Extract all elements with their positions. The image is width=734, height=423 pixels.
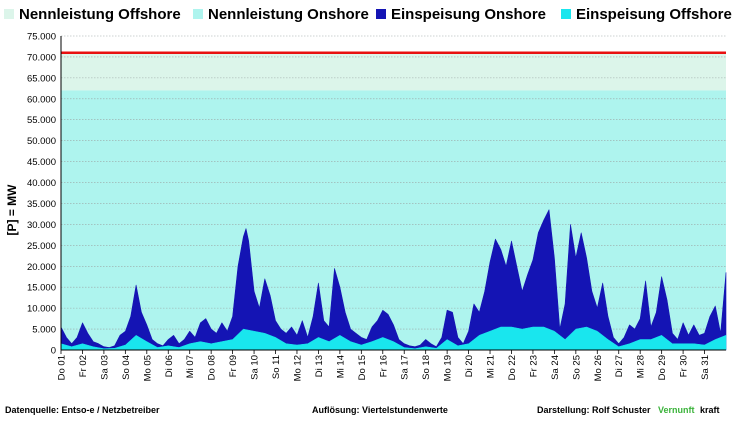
footer-author: Darstellung: Rolf Schuster — [537, 405, 651, 415]
nennleistung-offshore-band — [61, 52, 726, 91]
x-tick-label: Fr 16 — [378, 355, 389, 377]
x-tick-label: Mo 05 — [142, 355, 153, 381]
legend-swatch — [376, 9, 386, 19]
x-tick-label: Mi 14 — [335, 355, 346, 378]
legend-swatch — [193, 9, 203, 19]
plot-area: 0 5.000 10.000 15.000 20.000 25.000 30.000 35.0… — [27, 32, 727, 381]
x-tick-label: Do 01 — [57, 355, 68, 380]
y-tick-label: 0 — [51, 346, 56, 357]
x-tick-label: Fr 23 — [528, 355, 539, 377]
x-tick-label: Di 13 — [314, 355, 325, 377]
legend-label: Einspeisung Offshore — [576, 6, 732, 23]
x-tick-label: Sa 31 — [700, 355, 711, 380]
x-tick-label: Sa 10 — [250, 355, 261, 380]
legend-item: Einspeisung Onshore — [376, 6, 546, 23]
x-tick-label: So 04 — [121, 355, 132, 380]
y-tick-label: 25.000 — [27, 241, 56, 252]
legend-item: Einspeisung Offshore — [561, 6, 732, 23]
y-tick-label: 20.000 — [27, 262, 56, 273]
x-tick-label: Mi 28 — [636, 355, 647, 378]
x-tick-label: So 11 — [271, 355, 282, 379]
y-tick-label: 15.000 — [27, 283, 56, 294]
y-tick-label: 30.000 — [27, 220, 56, 231]
x-tick-label: Di 06 — [164, 355, 175, 377]
y-tick-label: 10.000 — [27, 304, 56, 315]
legend-item: Nennleistung Offshore — [4, 6, 181, 23]
x-tick-label: Fr 02 — [78, 355, 89, 377]
legend-item: Nennleistung Onshore — [193, 6, 369, 23]
footer-resolution: Auflösung: Viertelstundenwerte — [312, 405, 448, 415]
y-tick-label: 50.000 — [27, 136, 56, 147]
legend-swatch — [561, 9, 571, 19]
y-axis-title: [P] = MW — [5, 184, 19, 236]
legend-label: Nennleistung Offshore — [19, 6, 181, 23]
y-tick-label: 75.000 — [27, 32, 56, 43]
x-tick-label: So 18 — [421, 355, 432, 380]
x-tick-label: Sa 24 — [550, 355, 561, 380]
footer-brand-green: Vernunft — [658, 405, 695, 415]
x-tick-label: So 25 — [571, 355, 582, 380]
series-einspeisung-offshore — [60, 326, 727, 351]
y-tick-label: 55.000 — [27, 115, 56, 126]
x-tick-label: Do 29 — [657, 355, 668, 380]
x-tick-label: Di 27 — [614, 355, 625, 377]
x-tick-label: Sa 03 — [99, 355, 110, 380]
footer-source: Datenquelle: Entso-e / Netzbetreiber — [5, 405, 160, 415]
y-tick-label: 70.000 — [27, 52, 56, 63]
y-tick-label: 45.000 — [27, 157, 56, 168]
footer-brand-black: kraft — [700, 405, 720, 415]
x-tick-label: Do 08 — [207, 355, 218, 380]
legend-swatch — [4, 9, 14, 19]
y-tick-label: 35.000 — [27, 199, 56, 210]
legend-label: Nennleistung Onshore — [208, 6, 369, 23]
x-tick-label: Fr 09 — [228, 355, 239, 377]
x-tick-label: Mi 07 — [185, 355, 196, 378]
y-tick-label: 40.000 — [27, 178, 56, 189]
y-tick-label: 60.000 — [27, 94, 56, 105]
y-tick-label: 5.000 — [32, 325, 56, 336]
x-tick-label: Do 15 — [357, 355, 368, 380]
x-tick-label: Mo 12 — [293, 355, 304, 381]
nennleistung-onshore-band — [61, 90, 726, 350]
x-tick-label: Di 20 — [464, 355, 475, 377]
legend: Nennleistung Offshore Nennleistung Onshor… — [4, 6, 732, 23]
x-tick-label: Mi 21 — [486, 355, 497, 378]
x-tick-label: Mo 19 — [443, 355, 454, 381]
x-tick-label: Fr 30 — [679, 355, 690, 377]
x-tick-label: Do 22 — [507, 355, 518, 380]
y-tick-label: 65.000 — [27, 73, 56, 84]
x-tick-label: Mo 26 — [593, 355, 604, 381]
x-tick-label: Sa 17 — [400, 355, 411, 380]
legend-label: Einspeisung Onshore — [391, 6, 546, 23]
